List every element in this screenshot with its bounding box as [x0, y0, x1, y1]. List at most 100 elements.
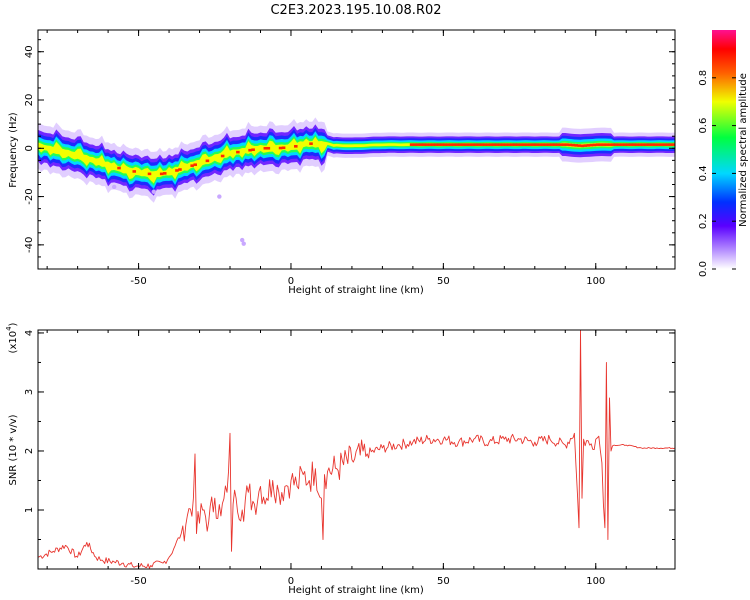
spectrogram-peak-cell [278, 146, 283, 150]
spectrogram-peak-cell [495, 143, 499, 146]
spectrogram-noise-blob-2 [241, 241, 246, 246]
spectrogram-peak-cell [220, 154, 225, 158]
spectrogram-peak-cell [132, 170, 137, 173]
spectrogram-peak-cell [522, 143, 527, 146]
spectrogram-peak-cell [650, 143, 655, 146]
spectrogram-peak-cell [452, 143, 457, 146]
spectrogram-peak-cell [434, 143, 438, 146]
spectrogram-peak-cell [647, 143, 652, 146]
colorbar-tick-label-3: 0.6 [698, 118, 709, 134]
spectrogram-peak-cell [565, 143, 569, 146]
spectrogram-peak-cell [281, 146, 286, 150]
spectrogram-peak-cell [638, 143, 642, 146]
spectrogram-peak-cell [193, 163, 197, 166]
spectrogram-peak-cell [571, 143, 575, 147]
spectrogram-peak-cell [644, 143, 649, 146]
spectrogram-peak-cell [162, 172, 167, 175]
snr-y-tick-label-3: 4 [24, 330, 35, 336]
spectrogram-noise-blob-4 [151, 189, 157, 194]
spectrogram-peak-cell [537, 143, 542, 146]
spectrogram-peak-cell [556, 143, 560, 146]
spectrogram-peak-cell [409, 143, 414, 146]
spectrogram-noise-blob-3 [111, 184, 117, 190]
snr-panel: -50 0 50 100 1 2 3 4 Height of straight line (… [5, 322, 676, 596]
snr-y-ticks: 1 2 3 4 [24, 330, 675, 540]
spectrogram-peak-cell [568, 143, 572, 147]
spectrogram-peak-cell [543, 143, 548, 146]
spectrogram-peak-cell [583, 144, 588, 147]
spectrogram-peak-cell [659, 143, 664, 146]
spectrogram-peak-cell [498, 143, 502, 146]
spectrogram-y-tick-label-1: -20 [24, 188, 35, 204]
spectrogram-peak-cell [425, 143, 429, 146]
spectrogram-peak-cell [476, 143, 481, 146]
spectrogram-x-tick-label-3: 100 [586, 276, 605, 287]
colorbar: 0.0 0.2 0.4 0.6 0.8 Normalized spectral ampl… [698, 30, 749, 277]
spectrogram-peak-cell [236, 150, 240, 154]
spectrogram-peak-cell [665, 143, 670, 146]
spectrogram-peak-cell [632, 143, 636, 146]
snr-y-tick-label-0: 1 [24, 507, 35, 513]
spectrogram-peak-cell [589, 143, 594, 147]
spectrogram-peak-cell [601, 143, 606, 146]
spectrogram-heatmap [38, 117, 675, 246]
spectrogram-peak-cell [607, 143, 612, 146]
spectrogram-peak-cell [464, 143, 469, 146]
spectrogram-y-ticks: -40 -20 0 20 40 [24, 39, 675, 258]
spectrogram-peak-cell [653, 143, 658, 146]
spectrogram-peak-cell [117, 166, 121, 170]
spectrogram-y-tick-label-4: 40 [24, 45, 35, 58]
spectrogram-peak-cell [635, 143, 639, 146]
spectrogram-peak-cell [178, 168, 182, 171]
spectrogram-peak-cell [614, 143, 618, 146]
spectrogram-peak-cell [412, 143, 417, 146]
colorbar-tick-label-4: 0.8 [698, 70, 709, 86]
spectrogram-peak-cell [540, 143, 545, 146]
snr-x-axis-label: Height of straight line (km) [288, 585, 424, 596]
snr-y-tick-label-1: 2 [24, 448, 35, 454]
snr-y-multiplier: (x104) [5, 322, 19, 353]
spectrogram-peak-cell [629, 143, 633, 146]
spectrogram-peak-cell [294, 145, 298, 148]
spectrogram-peak-cell [482, 143, 487, 146]
spectrogram-peak-cell [586, 144, 591, 147]
snr-x-tick-label-1: 0 [288, 576, 294, 587]
colorbar-ticks: 0.0 0.2 0.4 0.6 0.8 [698, 70, 736, 277]
spectrogram-peak-cell [449, 143, 454, 146]
spectrogram-peak-cell [598, 143, 603, 146]
spectrogram-peak-cell [437, 143, 441, 146]
spectrogram-peak-cell [595, 143, 600, 146]
snr-x-tick-label-2: 50 [437, 576, 450, 587]
snr-x-tick-label-0: -50 [130, 576, 146, 587]
spectrogram-peak-cell [422, 143, 426, 146]
spectrogram-peak-cell [577, 144, 582, 147]
snr-multiplier-exp: 4 [5, 326, 13, 331]
spectrogram-y-tick-label-2: 0 [24, 145, 35, 151]
spectrogram-peak-cell [546, 143, 551, 146]
spectrogram-peak-cell [248, 148, 252, 152]
spectrogram-peak-cell [418, 143, 423, 146]
spectrogram-peak-cell [534, 143, 539, 146]
snr-x-tick-label-3: 100 [586, 576, 605, 587]
snr-series-line [38, 330, 675, 569]
spectrogram-frame [37, 29, 676, 270]
spectrogram-peak-cell [205, 159, 210, 163]
spectrogram-peak-cell [510, 143, 514, 146]
snr-y-tick-label-2: 3 [24, 389, 35, 395]
spectrogram-y-tick-label-0: -40 [24, 237, 35, 253]
spectrogram-noise-blob-1 [240, 237, 245, 243]
spectrogram-peak-cell [309, 142, 313, 145]
spectrogram-peak-cell [461, 143, 466, 146]
spectrogram-peak-cell [516, 143, 521, 146]
snr-multiplier-base: (x10 [8, 331, 19, 354]
spectrogram-peak-cell [190, 164, 194, 167]
spectrogram-peak-cell [562, 143, 566, 146]
spectrogram-peak-cell [507, 143, 511, 146]
spectrogram-noise-blob-0 [217, 194, 222, 199]
spectrogram-x-tick-label-1: 0 [288, 276, 294, 287]
figure-title: C2E3.2023.195.10.08.R02 [270, 3, 441, 18]
spectrogram-peak-cell [559, 143, 563, 146]
spectrogram-peak-cell [620, 143, 624, 146]
colorbar-tick-label-0: 0.0 [698, 261, 709, 277]
